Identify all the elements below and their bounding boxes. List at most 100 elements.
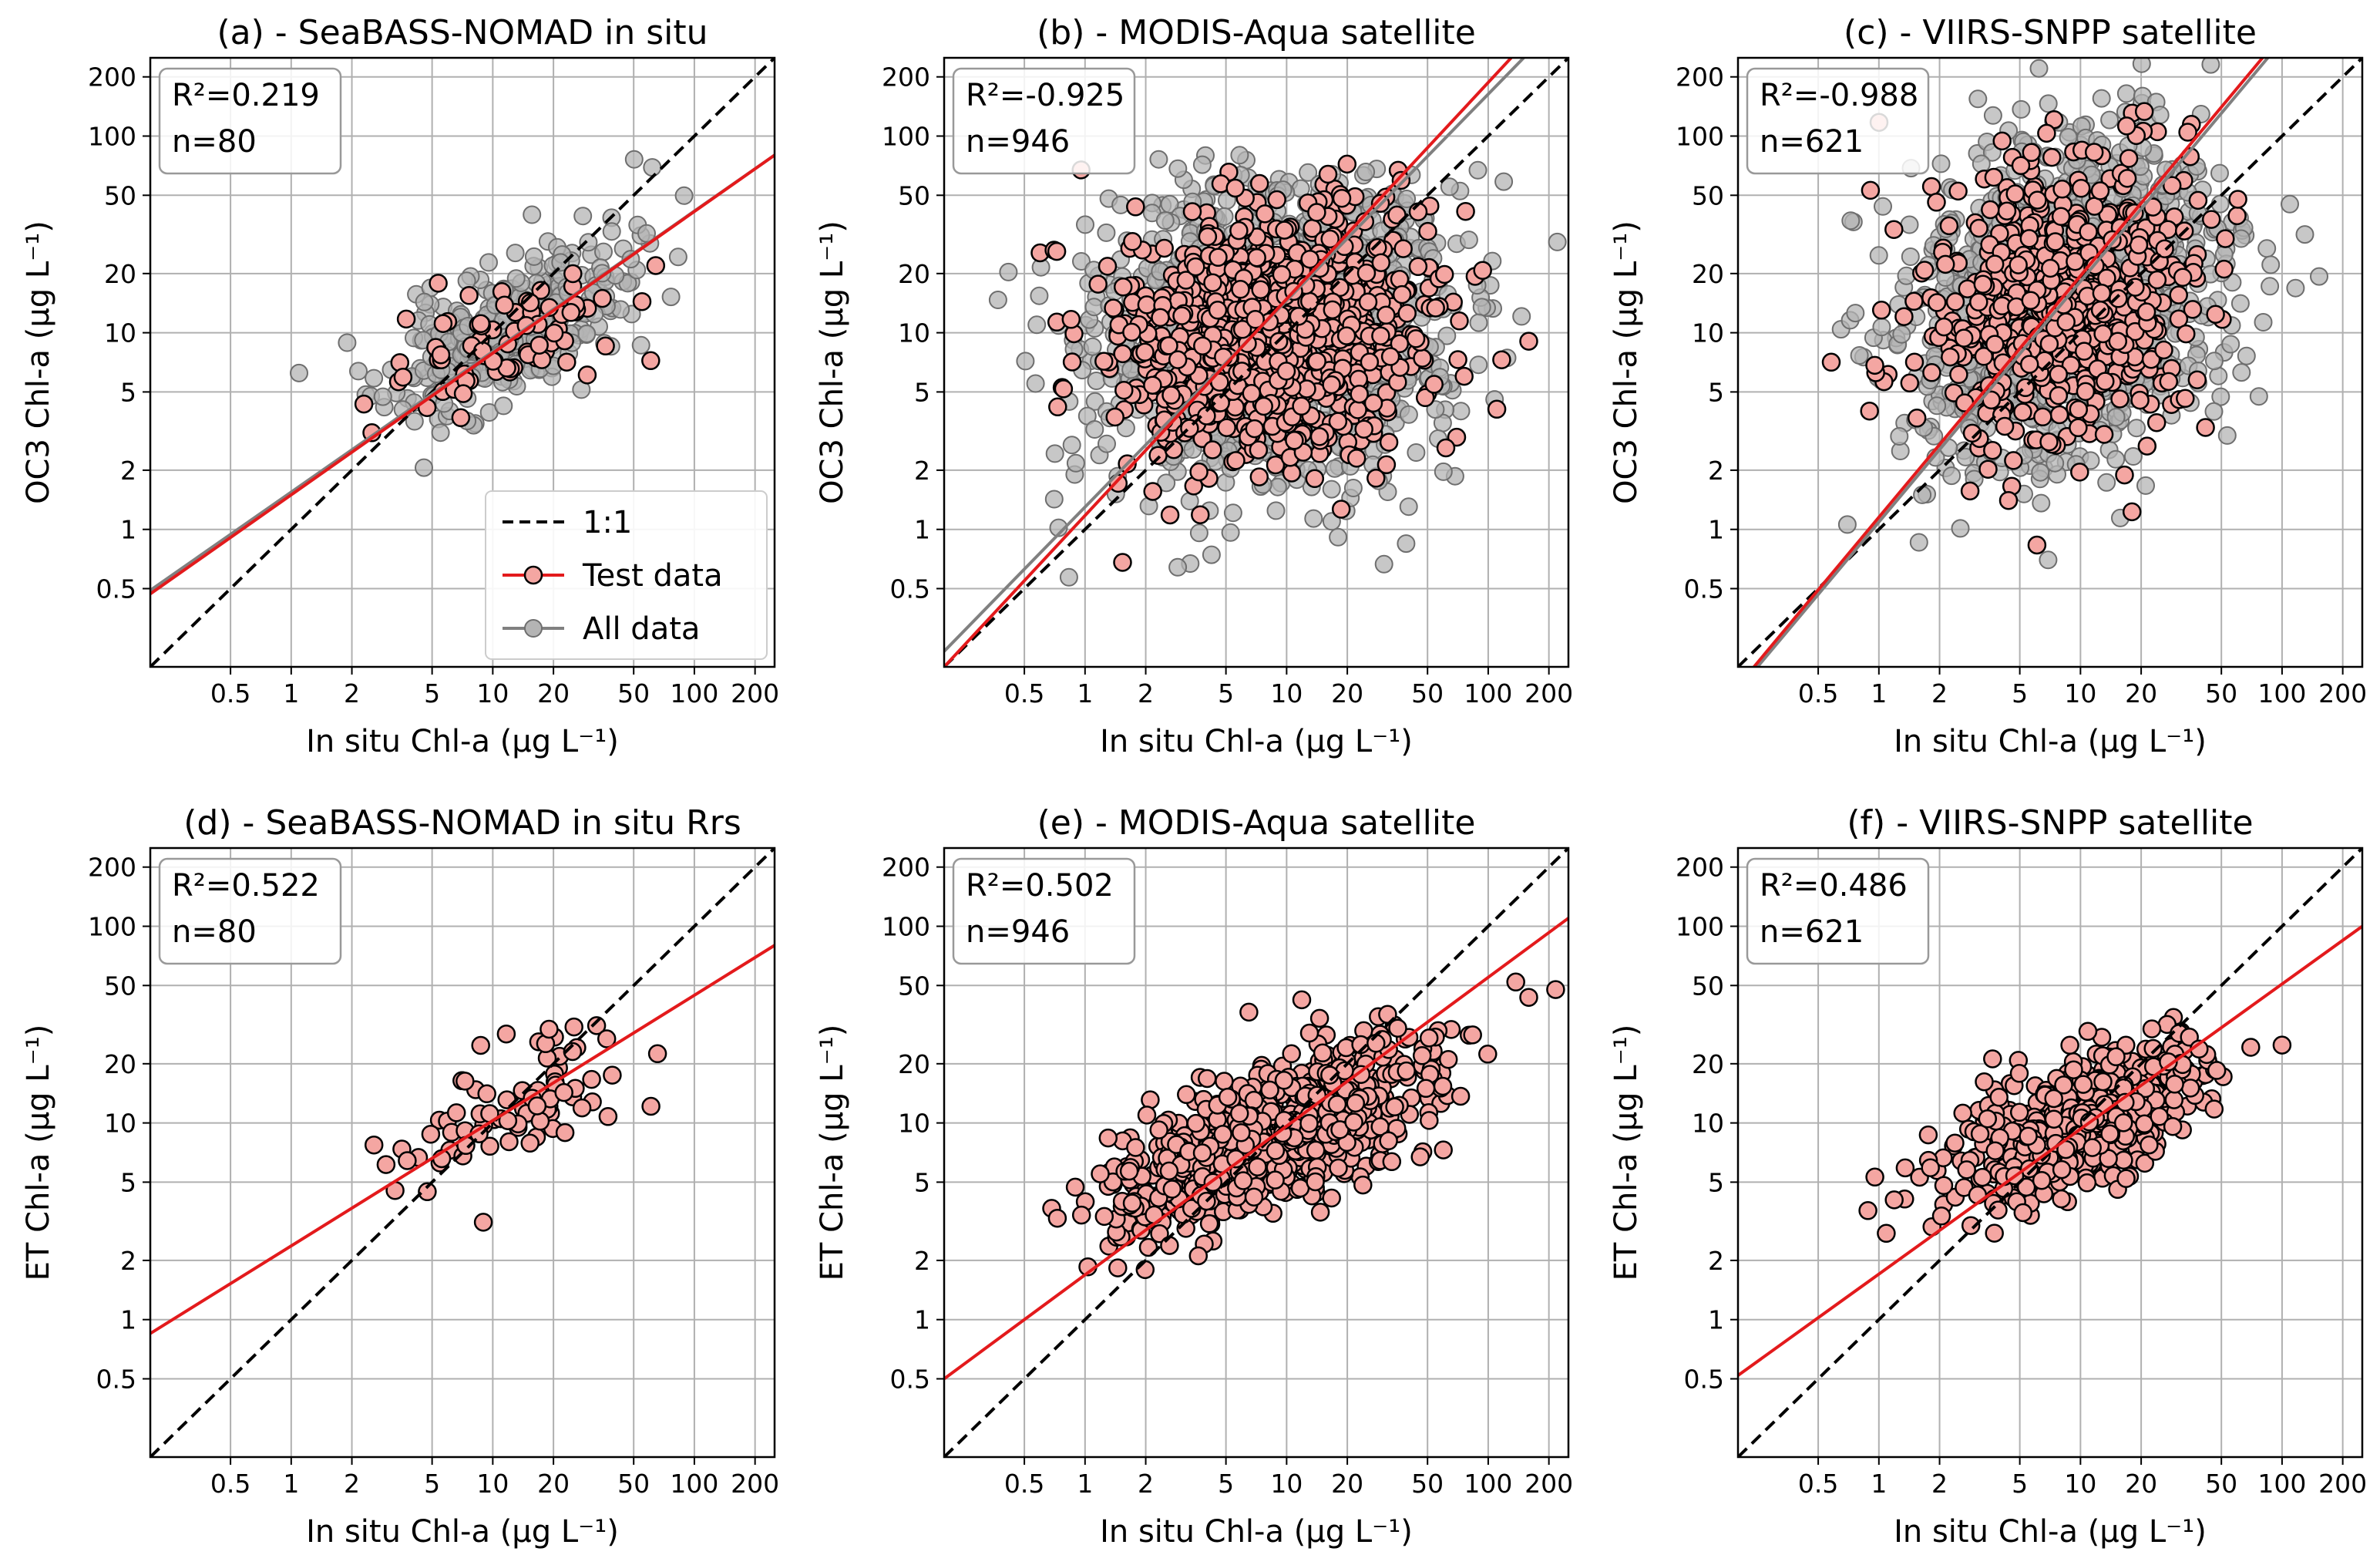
all-data-point [1440, 177, 1459, 197]
y-tick-label: 50 [104, 971, 136, 1001]
y-tick-label: 1 [1708, 515, 1724, 545]
stats-box [952, 67, 1136, 175]
all-data-fit-line [1756, 58, 2269, 667]
all-data-point [2136, 476, 2155, 495]
test-data-point [1454, 366, 1474, 386]
all-data-point [2204, 402, 2224, 421]
all-data-point [1149, 150, 1168, 169]
x-tick-label: 5 [424, 678, 440, 708]
all-data-point [643, 158, 662, 177]
all-data-point [1062, 436, 1081, 455]
ticks [143, 76, 756, 675]
all-data-point [1356, 163, 1376, 181]
all-data-point [2106, 408, 2126, 426]
x-tick-label: 5 [2012, 678, 2028, 708]
test-data-point [2013, 402, 2032, 422]
r-squared-text: R²=-0.925 [966, 78, 1124, 113]
test-data-point [2085, 197, 2104, 216]
test-data-point [555, 1122, 575, 1143]
test-data-point [1123, 232, 1142, 251]
all-data-point [1168, 159, 1188, 178]
all-data-point [1097, 223, 1116, 242]
test-data-point [1922, 363, 1941, 382]
test-data-point [1392, 284, 1412, 305]
x-tick-label: 0.5 [1004, 678, 1044, 708]
test-data-point [429, 274, 448, 293]
all-data-point [2286, 278, 2305, 298]
test-data-point [1322, 375, 1341, 395]
test-data-point [1320, 229, 1340, 249]
test-data-point [1456, 201, 1475, 221]
x-tick-label: 200 [731, 678, 779, 708]
all-data-point [1304, 509, 1323, 528]
legend-label: 1:1 [583, 505, 632, 540]
all-data-point [523, 205, 542, 224]
all-data-point [2230, 294, 2250, 313]
all-data-point [2032, 493, 2051, 513]
sample-count-text: n=621 [1760, 124, 1864, 160]
panel-c: (c) - VIIRS-SNPP satellite0.50.511225510… [1609, 13, 2367, 759]
all-data-point [1399, 497, 1418, 517]
x-tick-label: 0.5 [1798, 678, 1838, 708]
test-data-point [1309, 427, 1330, 446]
test-data-point [587, 1016, 607, 1035]
test-data-point [1225, 178, 1245, 198]
legend-label: All data [583, 611, 700, 647]
test-data-point [2119, 149, 2139, 168]
test-data-point [1122, 322, 1141, 342]
test-data-point [1473, 261, 1492, 280]
test-data-point [2021, 291, 2041, 310]
test-data-point [2216, 229, 2235, 248]
x-tick-label: 1 [1077, 678, 1093, 708]
all-data-point [1951, 519, 1970, 538]
all-data-point [1299, 163, 1318, 182]
test-data-point [2070, 463, 2089, 482]
test-data-point [1054, 379, 1074, 399]
all-data-point [2211, 387, 2230, 406]
r-squared-text: R²=0.522 [172, 868, 320, 904]
all-data-point [415, 458, 433, 477]
all-data-point [2232, 363, 2251, 382]
all-data-point [1085, 420, 1104, 439]
x-tick-label: 100 [1464, 678, 1512, 708]
test-data-point [1519, 332, 1538, 351]
test-data-point [1247, 247, 1266, 268]
test-data-point [1332, 188, 1352, 208]
test-data-point [2130, 390, 2150, 410]
test-data-point [1949, 365, 1968, 385]
test-data-point [1984, 167, 2004, 187]
all-data-point [349, 362, 368, 381]
y-axis-label: OC3 Chl-a (μg L⁻¹) [815, 220, 850, 504]
test-data-point [2178, 123, 2197, 142]
y-axis-label: OC3 Chl-a (μg L⁻¹) [1609, 220, 1644, 504]
test-data-point [1935, 317, 1954, 337]
test-data-point [647, 1044, 667, 1064]
test-data-point [2141, 349, 2161, 369]
test-data-point [2052, 180, 2072, 199]
test-data-point [1323, 300, 1343, 320]
x-tick-label: 1 [283, 678, 299, 708]
all-data-point [506, 244, 525, 263]
test-data-point [1358, 292, 1378, 311]
test-data-point [2162, 176, 2182, 195]
test-data-point [2137, 436, 2157, 456]
test-data-point [1062, 352, 1082, 372]
x-tick-label: 2 [1931, 678, 1948, 708]
test-data-point [544, 323, 564, 343]
test-data-point [471, 314, 491, 334]
test-data-point [2051, 207, 2071, 227]
test-data-point [1962, 423, 1982, 443]
test-data-point [1126, 197, 1145, 217]
test-data-point [646, 256, 666, 275]
test-data-point [1232, 320, 1252, 339]
test-data-point [1415, 388, 1435, 408]
test-data-point [1346, 449, 1366, 468]
legend-all-marker [524, 619, 543, 638]
test-data-point [1226, 451, 1245, 470]
test-data-point [1821, 352, 1841, 372]
all-data-point [1045, 444, 1064, 463]
test-data-point [1148, 446, 1168, 465]
all-data-point [1846, 304, 1865, 323]
all-data-point [999, 262, 1018, 281]
panel-b: (b) - MODIS-Aqua satellite0.50.511225510… [815, 13, 1573, 759]
